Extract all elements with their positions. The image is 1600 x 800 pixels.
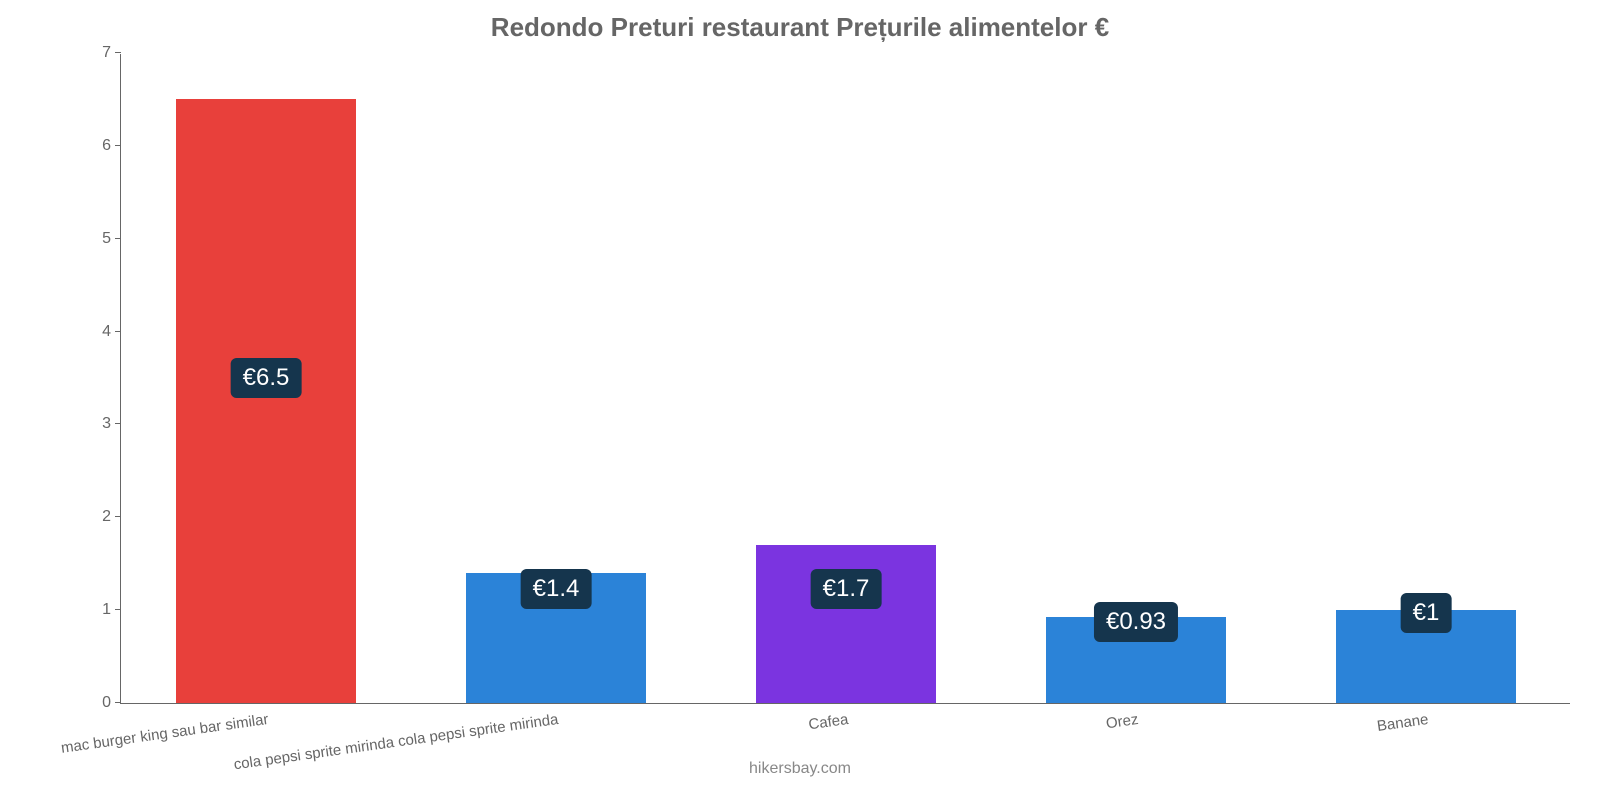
x-tick-label: Cafea bbox=[806, 703, 849, 733]
bar-value-badge: €1 bbox=[1401, 593, 1452, 633]
y-tick-label: 0 bbox=[102, 694, 121, 712]
bar-value-badge: €0.93 bbox=[1094, 602, 1178, 642]
y-tick-label: 3 bbox=[102, 415, 121, 433]
y-tick-label: 5 bbox=[102, 230, 121, 248]
y-tick-label: 6 bbox=[102, 137, 121, 155]
bar bbox=[176, 99, 356, 703]
chart-attribution: hikersbay.com bbox=[0, 760, 1600, 778]
x-tick-label: Banane bbox=[1375, 703, 1430, 735]
chart-plot-area: 01234567€6.5mac burger king sau bar simi… bbox=[120, 54, 1570, 704]
y-tick-label: 7 bbox=[102, 44, 121, 62]
y-tick-label: 1 bbox=[102, 601, 121, 619]
chart-title: Redondo Preturi restaurant Prețurile ali… bbox=[0, 12, 1600, 43]
bar-value-badge: €6.5 bbox=[231, 358, 302, 398]
bar-value-badge: €1.4 bbox=[521, 569, 592, 609]
x-tick-label: Orez bbox=[1104, 703, 1140, 732]
bar-value-badge: €1.7 bbox=[811, 569, 882, 609]
y-tick-label: 4 bbox=[102, 323, 121, 341]
y-tick-label: 2 bbox=[102, 508, 121, 526]
